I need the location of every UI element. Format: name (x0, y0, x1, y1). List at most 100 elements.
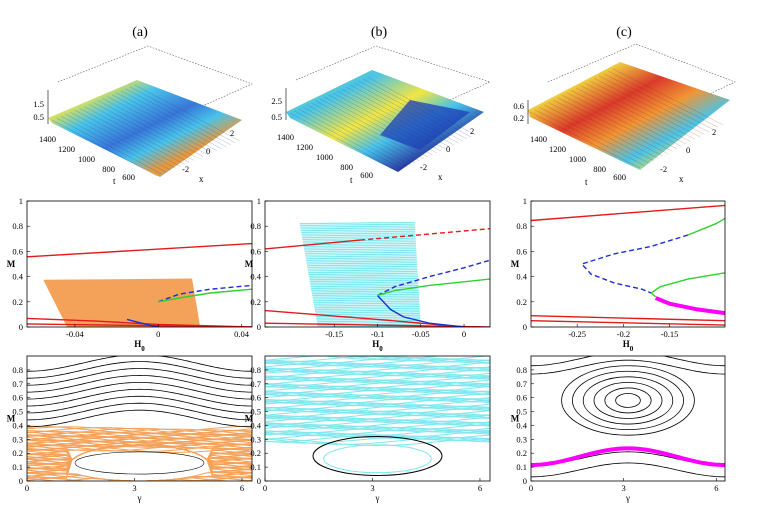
y-tick-label: 0 (19, 322, 23, 332)
scatter-band-line (265, 423, 490, 432)
y-tick-label: 0.1 (12, 462, 23, 472)
scatter-band-line (265, 425, 490, 434)
surface-mesh-line (97, 100, 204, 157)
scatter-band-line (54, 299, 196, 303)
scatter-band-line (27, 427, 252, 436)
scatter-band-line (303, 246, 417, 249)
surface-mesh-line (56, 117, 162, 175)
surface-ttick-c-4: 600 (613, 172, 626, 182)
scatter-band-line (55, 302, 197, 305)
y-tick-label: 0.3 (516, 434, 527, 444)
surface-mesh-line (341, 88, 450, 148)
surface-ttick-c-3: 800 (593, 164, 606, 174)
panel-title-a: (a) (132, 25, 148, 40)
scatter-band-line (46, 284, 194, 288)
scatter-band-line (50, 292, 195, 296)
plot-area (265, 356, 490, 476)
surface-mesh-line (79, 108, 185, 165)
contour-line (27, 395, 252, 414)
scatter-band-line (265, 394, 490, 403)
series-line (650, 272, 725, 294)
scatter-band-line (54, 300, 196, 304)
scatter-band-line (300, 227, 416, 230)
x-tick-label: -0.04 (66, 329, 84, 339)
x-tick-label: -0.25 (568, 329, 586, 339)
scatter-band-line (50, 291, 195, 295)
scatter-band-line (59, 310, 198, 313)
scatter-band-line (314, 305, 420, 309)
scatter-band-line (62, 316, 199, 319)
y-tick-label: 0.4 (250, 420, 261, 430)
y-tick-label: 0.3 (12, 434, 23, 444)
x-tick-label: 0 (529, 483, 533, 493)
scatter-band-line (48, 287, 194, 290)
surface-ttick-a-4: 600 (122, 172, 135, 182)
plot-area (27, 356, 252, 481)
scatter-band-line (45, 281, 193, 285)
surface-ztick-b-0: 2.5 (271, 96, 282, 106)
scatter-band-line (27, 428, 252, 437)
scatter-band-line (305, 255, 417, 258)
scatter-band-line (304, 251, 417, 255)
surface-mesh-line (107, 96, 213, 153)
surface-plot-c: 0.6 0.2 1400 1200 1000 800 600 t -2 0 2 … (513, 43, 736, 187)
surface-mesh-line (294, 110, 403, 170)
surface-mesh-line (332, 92, 442, 152)
y-axis-label: M (7, 259, 16, 269)
x-tick-label: -0.15 (661, 329, 679, 339)
contour-line (27, 382, 252, 400)
scatter-band-line (302, 237, 416, 241)
closed-orbit (604, 387, 652, 414)
surface-mesh-line (354, 82, 463, 142)
scatter-band-line (308, 270, 418, 274)
scatter-band-line (309, 277, 419, 281)
axes-frame (530, 200, 726, 328)
surface-mesh-line (543, 104, 654, 162)
scatter-band-line (308, 272, 418, 276)
surface-mesh-line (575, 87, 687, 145)
series-line (27, 323, 252, 327)
surface-mesh-line (307, 104, 416, 164)
series-line (265, 239, 361, 250)
x-axis-label-subscript: 0 (141, 345, 145, 353)
y-tick-label: 1 (19, 196, 23, 206)
scatter-band-line (48, 288, 194, 292)
series-line (377, 259, 490, 297)
x-axis-label-subscript: 0 (630, 345, 634, 353)
surface-mesh-c (529, 68, 723, 169)
scatter-band-line (46, 283, 193, 286)
x-tick-label: 6 (478, 483, 482, 493)
surface-mesh-line (548, 102, 659, 159)
scatter-band-line (312, 295, 420, 298)
surface-plot-a: 1.5 0.5 1400 1200 1000 800 600 t -2 0 2 … (33, 45, 253, 186)
scatter-band-line (312, 293, 419, 297)
scatter-band-line (316, 319, 421, 323)
surface-mesh-line (358, 80, 467, 140)
surface-mesh-line (93, 102, 199, 159)
scatter-band-line (61, 314, 199, 317)
scatter-band-line (302, 241, 416, 244)
scatter-band-line (45, 282, 193, 285)
scatter-band-line (51, 293, 195, 296)
surface-mesh-line (367, 76, 476, 136)
closed-orbit (571, 370, 685, 431)
scatter-band-line (57, 306, 197, 310)
y-tick-label: 0.8 (250, 221, 261, 231)
scatter-band-line (311, 290, 419, 293)
y-tick-label: 0.4 (12, 420, 23, 430)
scatter-band-line (61, 313, 198, 316)
scatter-band-line (59, 310, 198, 314)
scatter-band-line (303, 244, 417, 248)
scatter-band-line (265, 365, 490, 374)
y-tick-label: 0.2 (516, 297, 527, 307)
scatter-band-line (265, 375, 490, 384)
y-axis-label: M (245, 259, 254, 269)
x-tick-label: 0 (462, 329, 466, 339)
x-axis-label: H0 (372, 339, 383, 353)
surface-xtick-a-1: 0 (206, 146, 210, 156)
surface-mesh-a (51, 84, 240, 177)
surface-mesh-line (130, 86, 236, 144)
surface-mesh-line (328, 94, 437, 154)
panel-title-b: (b) (371, 25, 388, 40)
y-tick-label: 0 (523, 476, 527, 486)
